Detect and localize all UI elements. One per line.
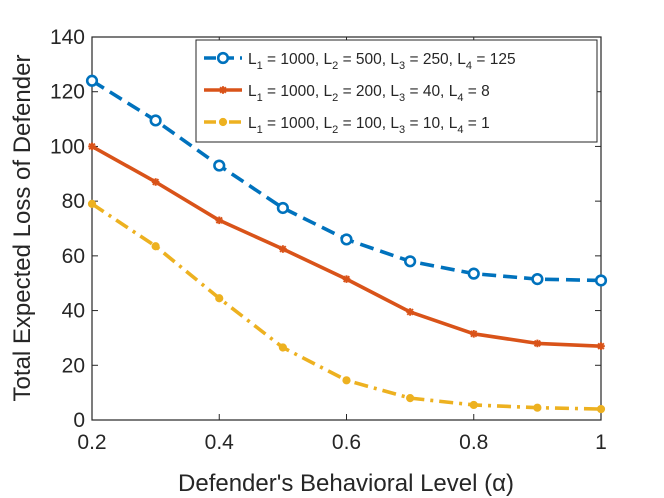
series-3-point [533,403,542,412]
y-tick-label: 100 [50,135,85,158]
y-tick-label: 0 [73,409,85,432]
y-tick-label: 80 [62,190,85,213]
x-axis: 0.2 0.4 0.6 0.8 1 [77,37,607,454]
series-1-point [213,159,226,172]
series-2 [88,142,605,350]
legend-label-1: L1 = 1000, L2 = 500, L3 = 250, L4 = 125 [248,51,516,72]
series-2-point [406,308,414,316]
series-1-point [149,114,162,127]
x-tick-label: 0.2 [77,431,106,454]
series-3-point [278,343,287,352]
y-axis-label: Total Expected Loss of Defender [9,55,36,402]
series-1-point [594,274,608,287]
y-tick-label: 60 [62,245,85,268]
series-1-point [340,233,353,246]
x-tick-label: 0.4 [205,431,235,454]
legend: L1 = 1000, L2 = 500, L3 = 250, L4 = 125 L… [195,39,598,143]
legend-item-3: L1 = 1000, L2 = 100, L3 = 10, L4 = 1 [204,115,490,136]
series-3 [87,199,606,414]
series-layer [85,74,608,414]
legend-label-2: L1 = 1000, L2 = 200, L3 = 40, L4 = 8 [248,83,490,104]
legend-item-1: L1 = 1000, L2 = 500, L3 = 250, L4 = 125 [204,51,516,72]
series-3-point [151,242,160,251]
legend-marker-3 [218,117,228,127]
series-2-point [597,342,605,350]
series-2-point [469,330,478,338]
series-1-point [404,255,417,268]
series-2-point [279,245,287,253]
series-3-point [406,394,415,403]
series-1 [85,74,608,287]
legend-marker-2 [219,86,227,94]
y-tick-label: 40 [62,300,85,323]
legend-label-3: L1 = 1000, L2 = 100, L3 = 10, L4 = 1 [248,115,490,136]
series-3-point [342,376,351,385]
y-tick-label: 120 [50,81,85,104]
legend-box [195,39,598,143]
y-tick-label: 140 [50,26,85,49]
series-3-point [87,199,97,208]
series-2-point [88,142,96,151]
x-tick-label: 1 [595,431,607,454]
series-2-point [342,275,351,283]
legend-marker-1 [216,51,230,65]
series-3-point [596,404,606,414]
x-tick-label: 0.6 [332,431,361,454]
y-axis: 0 20 40 60 80 100 120 140 [50,26,601,432]
series-1-point [85,74,99,87]
series-2-point [533,339,542,348]
series-1-point [467,267,480,280]
series-3-point [215,294,224,303]
series-1-point [531,273,544,286]
series-2-point [151,178,160,186]
x-tick-label: 0.8 [459,431,488,454]
series-1-point [276,201,289,215]
series-2-point [215,216,224,225]
x-axis-label: Defender's Behavioral Level (α) [178,470,514,497]
y-tick-label: 20 [62,354,85,377]
legend-item-2: L1 = 1000, L2 = 200, L3 = 40, L4 = 8 [204,83,490,104]
series-3-point [469,400,478,410]
